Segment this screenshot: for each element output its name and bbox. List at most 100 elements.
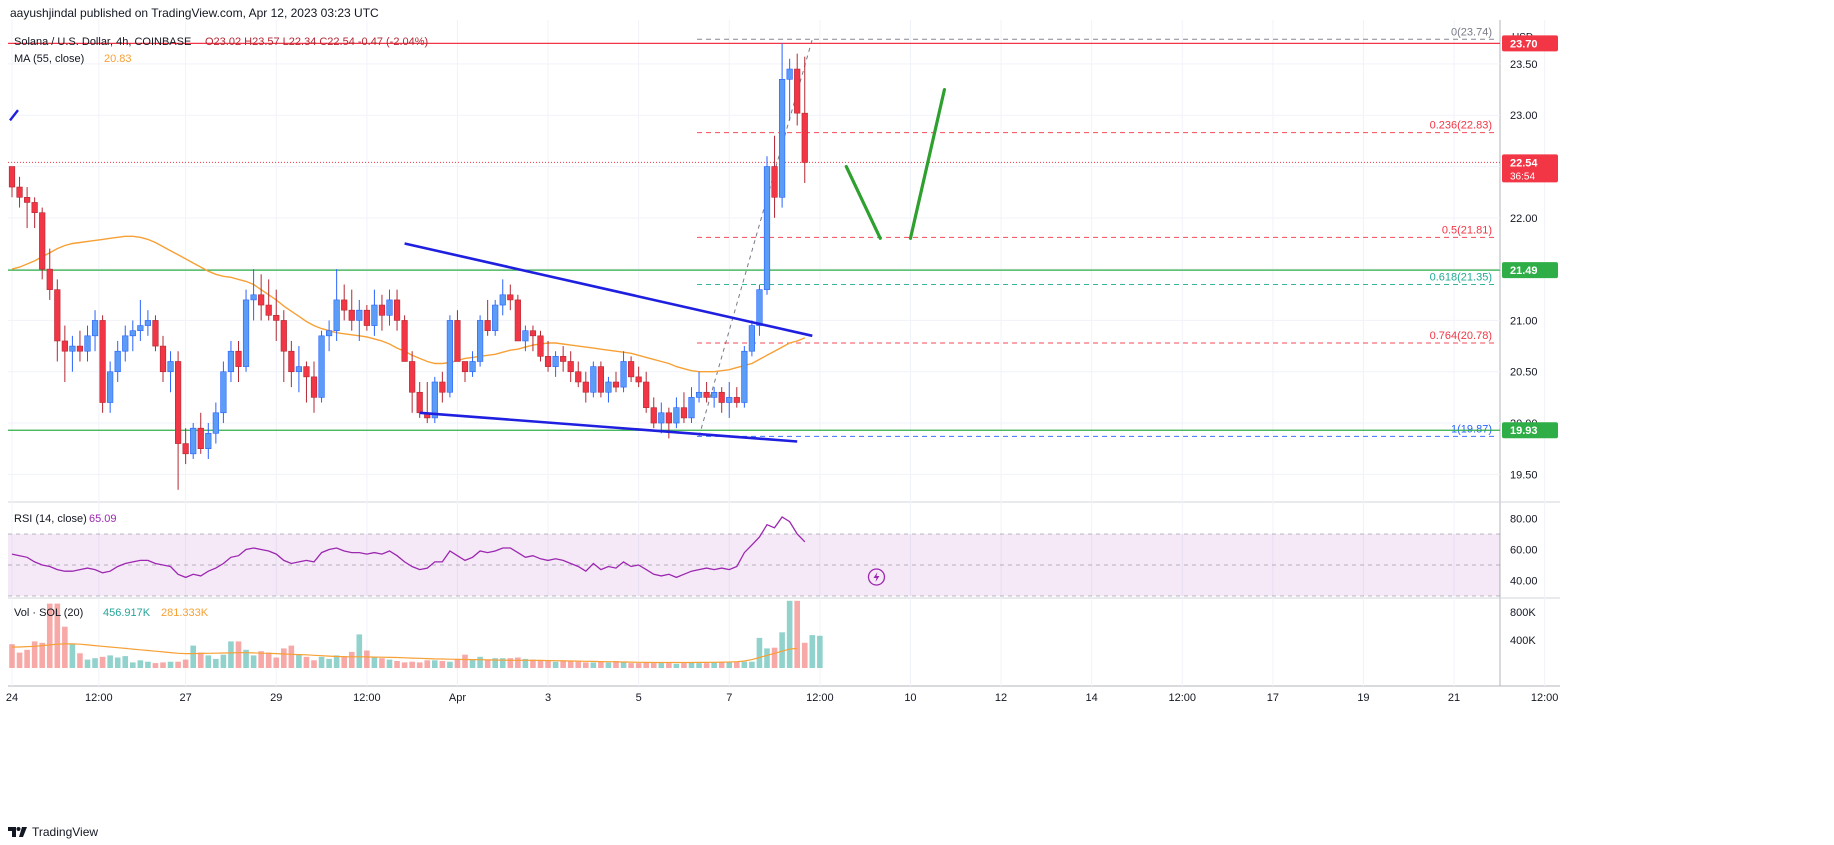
volume-bar xyxy=(515,657,521,668)
x-tick-label: 12:00 xyxy=(806,692,834,704)
last-price-badge-bg xyxy=(1502,154,1558,183)
candle-body xyxy=(484,320,491,331)
candle-body xyxy=(726,397,733,403)
volume-ma-value: 281.333K xyxy=(161,607,209,619)
volume-bar xyxy=(39,642,45,668)
volume-bar xyxy=(809,635,816,668)
rsi-tick-label: 40.00 xyxy=(1510,576,1538,588)
volume-bar xyxy=(213,658,219,668)
candle-body xyxy=(167,361,174,373)
volume-bar xyxy=(560,660,566,668)
candle-body xyxy=(733,397,740,403)
candle-body xyxy=(84,335,91,352)
channel-lower-trendline xyxy=(419,411,798,443)
ma-55-line xyxy=(11,235,806,373)
last-price-badge: 22.54 xyxy=(1510,157,1538,169)
candle-body xyxy=(552,356,559,367)
volume-bar xyxy=(726,661,733,668)
volume-bar xyxy=(681,663,687,668)
candle-body xyxy=(711,391,718,398)
candle-body xyxy=(688,397,695,419)
x-tick-label: 24 xyxy=(6,692,18,704)
candle-body xyxy=(469,361,476,373)
candle-body xyxy=(129,330,136,337)
lightning-bolt-icon xyxy=(873,572,880,582)
volume-bar xyxy=(250,655,257,668)
x-tick-label: 12 xyxy=(995,692,1007,704)
volume-bar xyxy=(386,659,393,668)
candle-body xyxy=(627,361,635,378)
candle-body xyxy=(756,289,763,326)
y-tick-label: 23.00 xyxy=(1510,110,1538,122)
volume-bar xyxy=(771,647,778,668)
candle-body xyxy=(325,330,333,337)
volume-bar xyxy=(522,658,529,668)
volume-bar xyxy=(801,642,808,668)
fib-level-label: 0.618(21.35) xyxy=(1430,272,1492,284)
level-price-badge-bg xyxy=(1502,262,1558,279)
candle-body xyxy=(786,68,793,80)
x-tick-label: 14 xyxy=(1086,692,1098,704)
volume-bar xyxy=(401,662,408,668)
fib-level-label: 0(23.74) xyxy=(1451,26,1492,38)
volume-bar xyxy=(220,654,227,668)
volume-bar xyxy=(356,634,363,668)
volume-bar xyxy=(348,651,355,668)
volume-bar xyxy=(281,648,287,668)
x-tick-label: 12:00 xyxy=(85,692,113,704)
tradingview-footer[interactable]: TradingView xyxy=(8,825,98,839)
volume-bar xyxy=(598,661,604,668)
volume-bar xyxy=(484,660,491,668)
candle-body xyxy=(665,412,672,424)
candle-body xyxy=(590,366,597,393)
candle-body xyxy=(242,299,250,367)
candle-body xyxy=(227,350,235,373)
volume-bar xyxy=(160,662,166,668)
candle-body xyxy=(529,330,537,337)
volume-bar xyxy=(182,659,189,668)
volume-bar xyxy=(447,661,453,668)
candle-body xyxy=(235,350,242,367)
volume-bar xyxy=(492,658,498,668)
volume-bar xyxy=(69,644,76,668)
candle-body xyxy=(250,294,257,301)
volume-bar xyxy=(9,644,15,668)
candle-body xyxy=(393,299,401,321)
x-tick-label: 7 xyxy=(726,692,732,704)
countdown-label: 36:54 xyxy=(1510,171,1535,182)
candle-body xyxy=(499,294,506,306)
candle-body xyxy=(107,371,114,403)
fib-trend-line xyxy=(698,39,813,437)
volume-bar xyxy=(175,661,181,668)
candle-body xyxy=(363,309,370,326)
candle-body xyxy=(303,366,310,378)
projection-down-arrow xyxy=(844,164,882,240)
x-tick-label: 12:00 xyxy=(353,692,381,704)
volume-bar xyxy=(613,661,619,668)
x-tick-label: 5 xyxy=(636,692,642,704)
rsi-tick-label: 80.00 xyxy=(1510,514,1538,526)
volume-bar xyxy=(130,662,136,668)
candle-body xyxy=(197,427,204,449)
volume-bar xyxy=(650,663,657,668)
volume-bar xyxy=(462,654,468,668)
volume-bar xyxy=(635,663,642,668)
candle-body xyxy=(560,356,567,362)
candle-body xyxy=(620,361,627,388)
candle-body xyxy=(748,325,755,352)
volume-bar xyxy=(666,663,672,668)
volume-bar xyxy=(734,661,740,668)
candle-body xyxy=(348,309,355,321)
volume-bar xyxy=(711,662,717,668)
candle-body xyxy=(680,407,688,419)
candle-body xyxy=(544,356,552,367)
level-price-badge: 21.49 xyxy=(1510,265,1538,277)
candle-body xyxy=(190,427,197,455)
candle-body xyxy=(643,381,650,408)
volume-bar xyxy=(24,649,30,668)
volume-bar xyxy=(318,656,325,668)
y-tick-label: 22.00 xyxy=(1510,213,1538,225)
candle-body xyxy=(635,376,642,383)
level-price-badge-bg xyxy=(1502,35,1558,52)
